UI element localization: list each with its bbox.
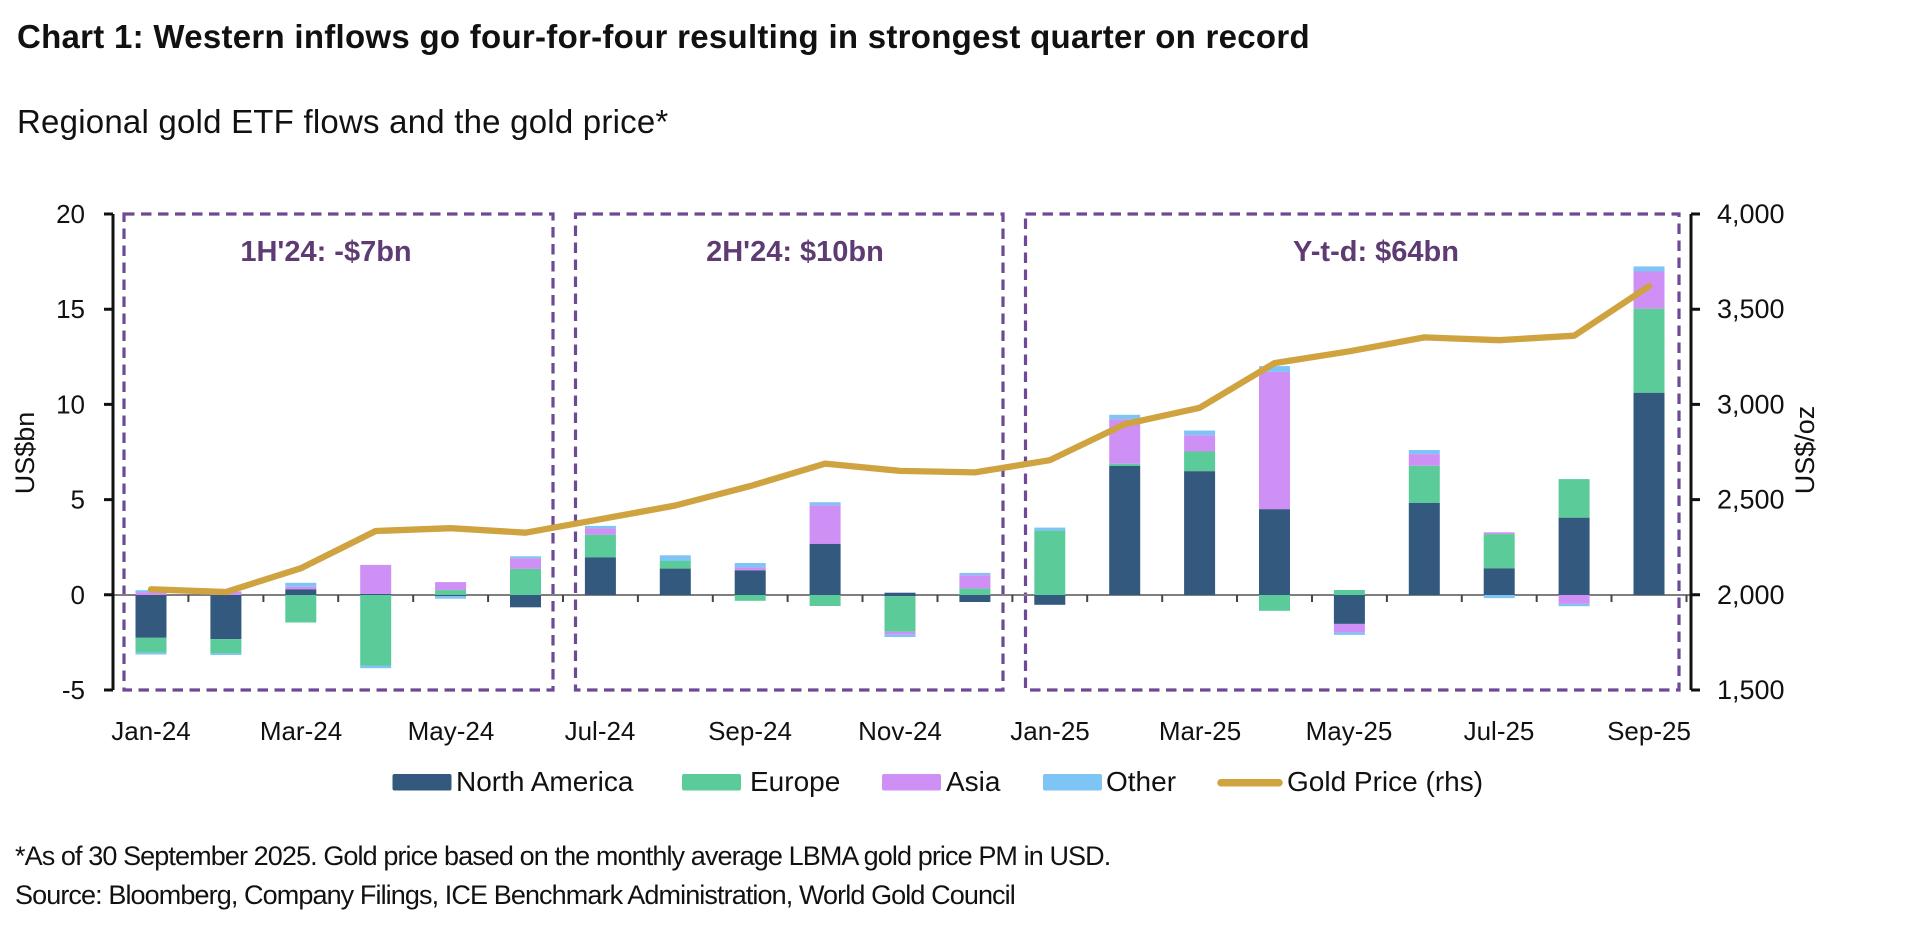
svg-text:20: 20 <box>56 199 85 229</box>
svg-text:Nov-24: Nov-24 <box>858 716 942 746</box>
svg-text:0: 0 <box>71 580 85 610</box>
svg-text:1,500: 1,500 <box>1717 675 1785 705</box>
svg-text:2,000: 2,000 <box>1717 580 1785 610</box>
svg-text:Regional gold ETF flows and th: Regional gold ETF flows and the gold pri… <box>17 103 669 140</box>
svg-text:May-24: May-24 <box>408 716 495 746</box>
svg-text:2H'24: $10bn: 2H'24: $10bn <box>706 236 884 268</box>
svg-text:Chart 1: Western inflows go fo: Chart 1: Western inflows go four-for-fou… <box>17 18 1310 55</box>
svg-text:Mar-24: Mar-24 <box>260 716 342 746</box>
svg-text:North America: North America <box>456 766 634 797</box>
svg-text:3,500: 3,500 <box>1717 294 1785 324</box>
svg-text:15: 15 <box>56 294 85 324</box>
svg-text:Europe: Europe <box>750 766 840 797</box>
svg-text:Sep-25: Sep-25 <box>1607 716 1691 746</box>
svg-text:3,000: 3,000 <box>1717 389 1785 419</box>
svg-text:Sep-24: Sep-24 <box>708 716 792 746</box>
svg-text:May-25: May-25 <box>1306 716 1393 746</box>
svg-text:-5: -5 <box>62 675 85 705</box>
svg-text:US$/oz: US$/oz <box>1790 406 1820 495</box>
svg-text:2,500: 2,500 <box>1717 485 1785 515</box>
svg-text:10: 10 <box>56 389 85 419</box>
svg-text:5: 5 <box>71 485 85 515</box>
svg-text:Mar-25: Mar-25 <box>1159 716 1241 746</box>
svg-text:Jan-25: Jan-25 <box>1010 716 1090 746</box>
svg-text:Jan-24: Jan-24 <box>111 716 191 746</box>
svg-text:1H'24: -$7bn: 1H'24: -$7bn <box>240 236 411 268</box>
svg-text:*As of 30 September 2025. Gold: *As of 30 September 2025. Gold price bas… <box>15 841 1110 871</box>
svg-text:Gold Price (rhs): Gold Price (rhs) <box>1287 766 1483 797</box>
svg-text:US$bn: US$bn <box>10 412 40 495</box>
svg-text:Jul-24: Jul-24 <box>565 716 636 746</box>
svg-text:Y-t-d: $64bn: Y-t-d: $64bn <box>1293 236 1459 268</box>
svg-text:Other: Other <box>1106 766 1176 797</box>
svg-text:4,000: 4,000 <box>1717 199 1785 229</box>
svg-text:Source: Bloomberg, Company Fil: Source: Bloomberg, Company Filings, ICE … <box>15 880 1015 910</box>
svg-text:Jul-25: Jul-25 <box>1464 716 1535 746</box>
svg-text:Asia: Asia <box>946 766 1001 797</box>
